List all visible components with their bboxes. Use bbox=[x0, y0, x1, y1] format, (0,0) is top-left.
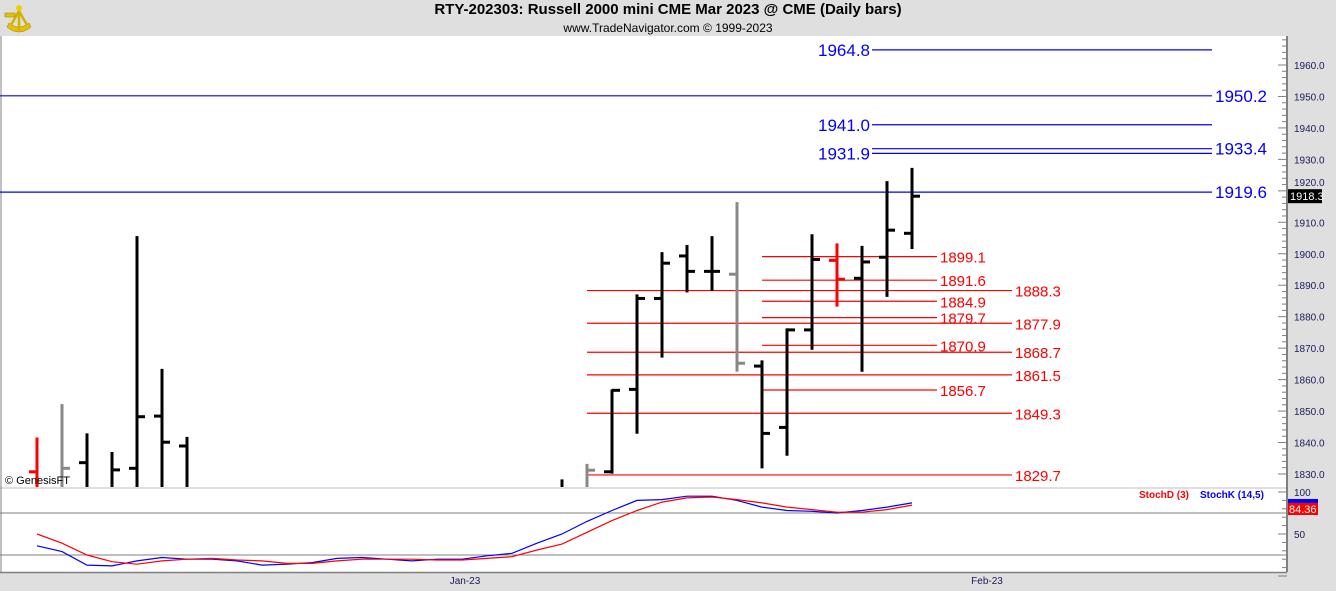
y-tick-label: 1920.0 bbox=[1294, 178, 1325, 189]
level-label: 1861.5 bbox=[1015, 368, 1061, 385]
price-bar bbox=[154, 368, 170, 487]
level-label: 1933.4 bbox=[1215, 140, 1267, 159]
price-bar bbox=[754, 360, 770, 469]
price-bar bbox=[679, 244, 695, 293]
price-bar bbox=[629, 294, 645, 434]
price-bar bbox=[729, 202, 745, 372]
level-label: 1888.3 bbox=[1015, 284, 1061, 301]
price-bar bbox=[654, 252, 670, 358]
stochk-badge bbox=[1288, 499, 1318, 503]
level-label: 1879.7 bbox=[940, 311, 986, 328]
y-tick-label: 1930.0 bbox=[1294, 155, 1325, 166]
level-label: 1849.3 bbox=[1015, 406, 1061, 423]
y-tick-label: 1860.0 bbox=[1294, 376, 1325, 387]
price-bar bbox=[904, 167, 920, 250]
chart-subtitle: www.TradeNavigator.com © 1999-2023 bbox=[563, 21, 773, 35]
stoch-lines bbox=[36, 495, 913, 567]
sextant-logo bbox=[3, 3, 35, 40]
y-tick-label: 1950.0 bbox=[1294, 92, 1325, 103]
stochd-last-label: 84.36 bbox=[1289, 504, 1317, 516]
stoch-y-tick-label: 50 bbox=[1294, 530, 1306, 541]
price-bar bbox=[110, 451, 120, 487]
level-label: 1868.7 bbox=[1015, 345, 1061, 362]
legend-stochd: StochD (3) bbox=[1139, 490, 1189, 501]
price-bar bbox=[804, 234, 820, 350]
y-tick-label: 1960.0 bbox=[1294, 61, 1325, 72]
price-bar bbox=[60, 404, 70, 487]
level-label: 1919.6 bbox=[1215, 183, 1267, 202]
bars bbox=[29, 167, 920, 487]
stoch-line-d bbox=[36, 496, 913, 565]
y-tick-label: 1830.0 bbox=[1294, 470, 1325, 481]
chart-title: RTY-202303: Russell 2000 mini CME Mar 20… bbox=[434, 1, 902, 18]
price-bar bbox=[879, 181, 895, 297]
x-tick-label: Feb-23 bbox=[971, 576, 1003, 587]
level-label: 1829.7 bbox=[1015, 468, 1061, 485]
x-tick-label: Jan-23 bbox=[450, 576, 481, 587]
level-label: 1877.9 bbox=[1015, 316, 1061, 333]
last-price-label: 1918.3 bbox=[1290, 191, 1324, 203]
level-label: 1884.9 bbox=[940, 294, 986, 311]
level-label: 1856.7 bbox=[940, 383, 986, 400]
y-tick-label: 1940.0 bbox=[1294, 124, 1325, 135]
stochd-badge bbox=[1288, 503, 1318, 515]
y-tick-label: 1900.0 bbox=[1294, 250, 1325, 261]
level-label: 1870.9 bbox=[940, 338, 986, 355]
y-tick-label: 1880.0 bbox=[1294, 313, 1325, 324]
level-label: 1899.1 bbox=[940, 250, 986, 267]
price-panel bbox=[0, 36, 1287, 487]
level-label: 1950.2 bbox=[1215, 87, 1267, 106]
last-price-badge bbox=[1288, 189, 1322, 204]
price-bar bbox=[829, 243, 845, 307]
y-tick-label: 1910.0 bbox=[1294, 218, 1325, 229]
y-tick-label: 1890.0 bbox=[1294, 281, 1325, 292]
level-label: 1931.9 bbox=[818, 144, 870, 163]
y-tick-label: 1870.0 bbox=[1294, 344, 1325, 355]
legend-stochk: StochK (14,5) bbox=[1200, 490, 1264, 501]
y-tick-label: 1850.0 bbox=[1294, 407, 1325, 418]
price-bar bbox=[79, 433, 89, 487]
watermark: © GenesisFT bbox=[5, 475, 70, 487]
price-bar bbox=[585, 463, 595, 487]
price-bar bbox=[129, 236, 145, 487]
price-bar bbox=[29, 437, 39, 487]
levels: 1964.8 1950.2 1941.0 1933.4 1931.9 1919.6 1899… bbox=[0, 41, 1267, 485]
price-bar bbox=[779, 328, 795, 456]
level-label: 1964.8 bbox=[818, 41, 870, 60]
level-label: 1891.6 bbox=[940, 273, 986, 290]
y-tick-label: 1840.0 bbox=[1294, 439, 1325, 450]
price-bar bbox=[179, 436, 189, 487]
price-bar bbox=[704, 236, 720, 291]
price-bar bbox=[604, 388, 620, 474]
price-bar bbox=[854, 245, 870, 372]
level-label: 1941.0 bbox=[818, 116, 870, 135]
stoch-y-tick-label: 100 bbox=[1294, 488, 1311, 499]
